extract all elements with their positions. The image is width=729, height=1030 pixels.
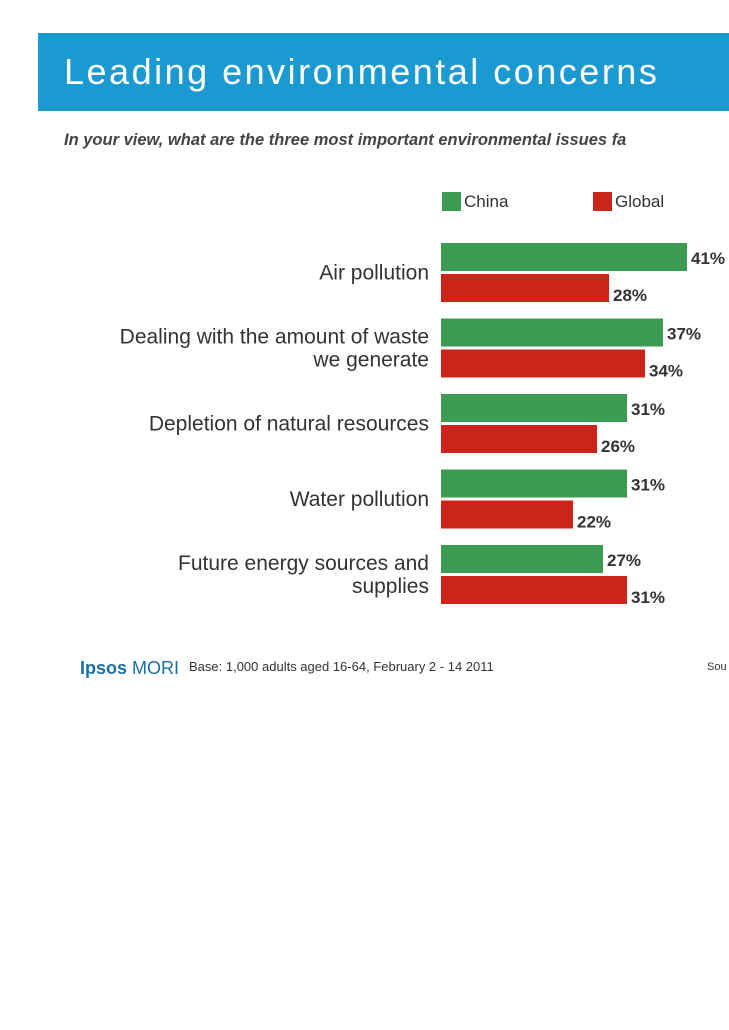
legend-label-china: China [464, 192, 509, 211]
bar-global [441, 274, 609, 302]
data-label-china: 31% [631, 400, 665, 419]
source-note: Sou [707, 661, 727, 673]
bar-china [441, 394, 627, 422]
legend-label-global: Global [615, 192, 664, 211]
category-label: Air pollution [319, 262, 429, 285]
base-note: Base: 1,000 adults aged 16-64, February … [189, 659, 494, 674]
bar-global [441, 500, 573, 529]
data-label-global: 28% [613, 286, 647, 305]
data-label-china: 37% [667, 325, 701, 344]
bar-china [441, 318, 663, 347]
category-label: we generate [312, 349, 429, 372]
bar-china [441, 243, 687, 271]
data-label-global: 26% [601, 437, 635, 456]
data-label-china: 27% [607, 551, 641, 570]
question-subtitle: In your view, what are the three most im… [64, 131, 627, 149]
bar-global [441, 425, 597, 453]
title-banner: Leading environmental concerns [38, 33, 729, 111]
bar-global [441, 576, 627, 604]
data-label-global: 34% [649, 362, 683, 381]
category-label: Future energy sources and [178, 552, 429, 575]
data-label-china: 31% [631, 476, 665, 495]
bar-chart: China Global Air pollution 41% 28% Dealing wi… [120, 192, 725, 607]
category-label: Depletion of natural resources [149, 413, 429, 436]
data-label-global: 22% [577, 513, 611, 532]
ipsos-mori-logo: Ipsos MORI [80, 658, 179, 679]
data-label-global: 31% [631, 588, 665, 607]
category-label: supplies [352, 575, 429, 598]
bar-china [441, 469, 627, 498]
logo-word-mori: MORI [132, 658, 180, 678]
data-label-china: 41% [691, 249, 725, 268]
legend-swatch-china [442, 192, 461, 211]
logo-word-ipsos: Ipsos [80, 658, 128, 678]
category-label: Dealing with the amount of waste [120, 326, 429, 349]
bar-global [441, 349, 645, 378]
legend-swatch-global [593, 192, 612, 211]
page-title: Leading environmental concerns [64, 51, 660, 92]
category-label: Water pollution [290, 488, 429, 511]
bar-china [441, 545, 603, 573]
